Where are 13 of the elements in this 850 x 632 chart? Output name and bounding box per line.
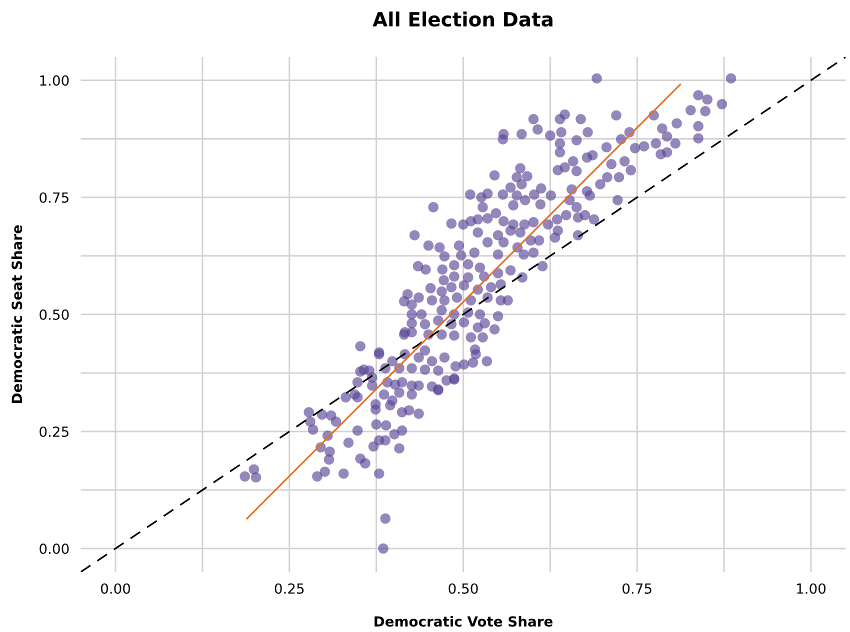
- x-tick-label: 0.00: [100, 583, 130, 594]
- x-tick-label: 0.75: [622, 583, 652, 594]
- x-tick-label: 0.25: [274, 583, 304, 594]
- x-tick-label: 1.00: [797, 583, 826, 594]
- x-axis-title: Democratic Vote Share: [374, 616, 552, 627]
- y-tick-label: 0.00: [40, 544, 69, 554]
- x-tick-label: 0.50: [448, 583, 478, 594]
- y-axis-title: Democratic Seat Share: [11, 225, 22, 403]
- y-tick-label: 0.25: [40, 426, 68, 437]
- chart-title: All Election Data: [372, 12, 552, 27]
- y-tick-label: 0.75: [40, 192, 68, 203]
- y-tick-label: 0.50: [40, 309, 69, 320]
- y-tick-label: 1.00: [40, 75, 69, 86]
